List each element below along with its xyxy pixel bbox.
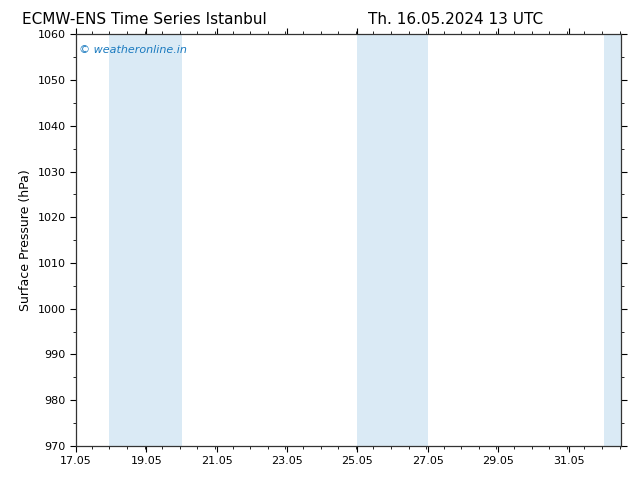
- Y-axis label: Surface Pressure (hPa): Surface Pressure (hPa): [19, 169, 32, 311]
- Bar: [604, 34, 621, 446]
- Bar: [110, 34, 146, 446]
- Text: Th. 16.05.2024 13 UTC: Th. 16.05.2024 13 UTC: [368, 12, 543, 27]
- Text: ECMW-ENS Time Series Istanbul: ECMW-ENS Time Series Istanbul: [22, 12, 266, 27]
- Bar: [146, 34, 181, 446]
- Bar: [392, 34, 428, 446]
- Bar: [358, 34, 392, 446]
- Text: © weatheronline.in: © weatheronline.in: [79, 45, 186, 54]
